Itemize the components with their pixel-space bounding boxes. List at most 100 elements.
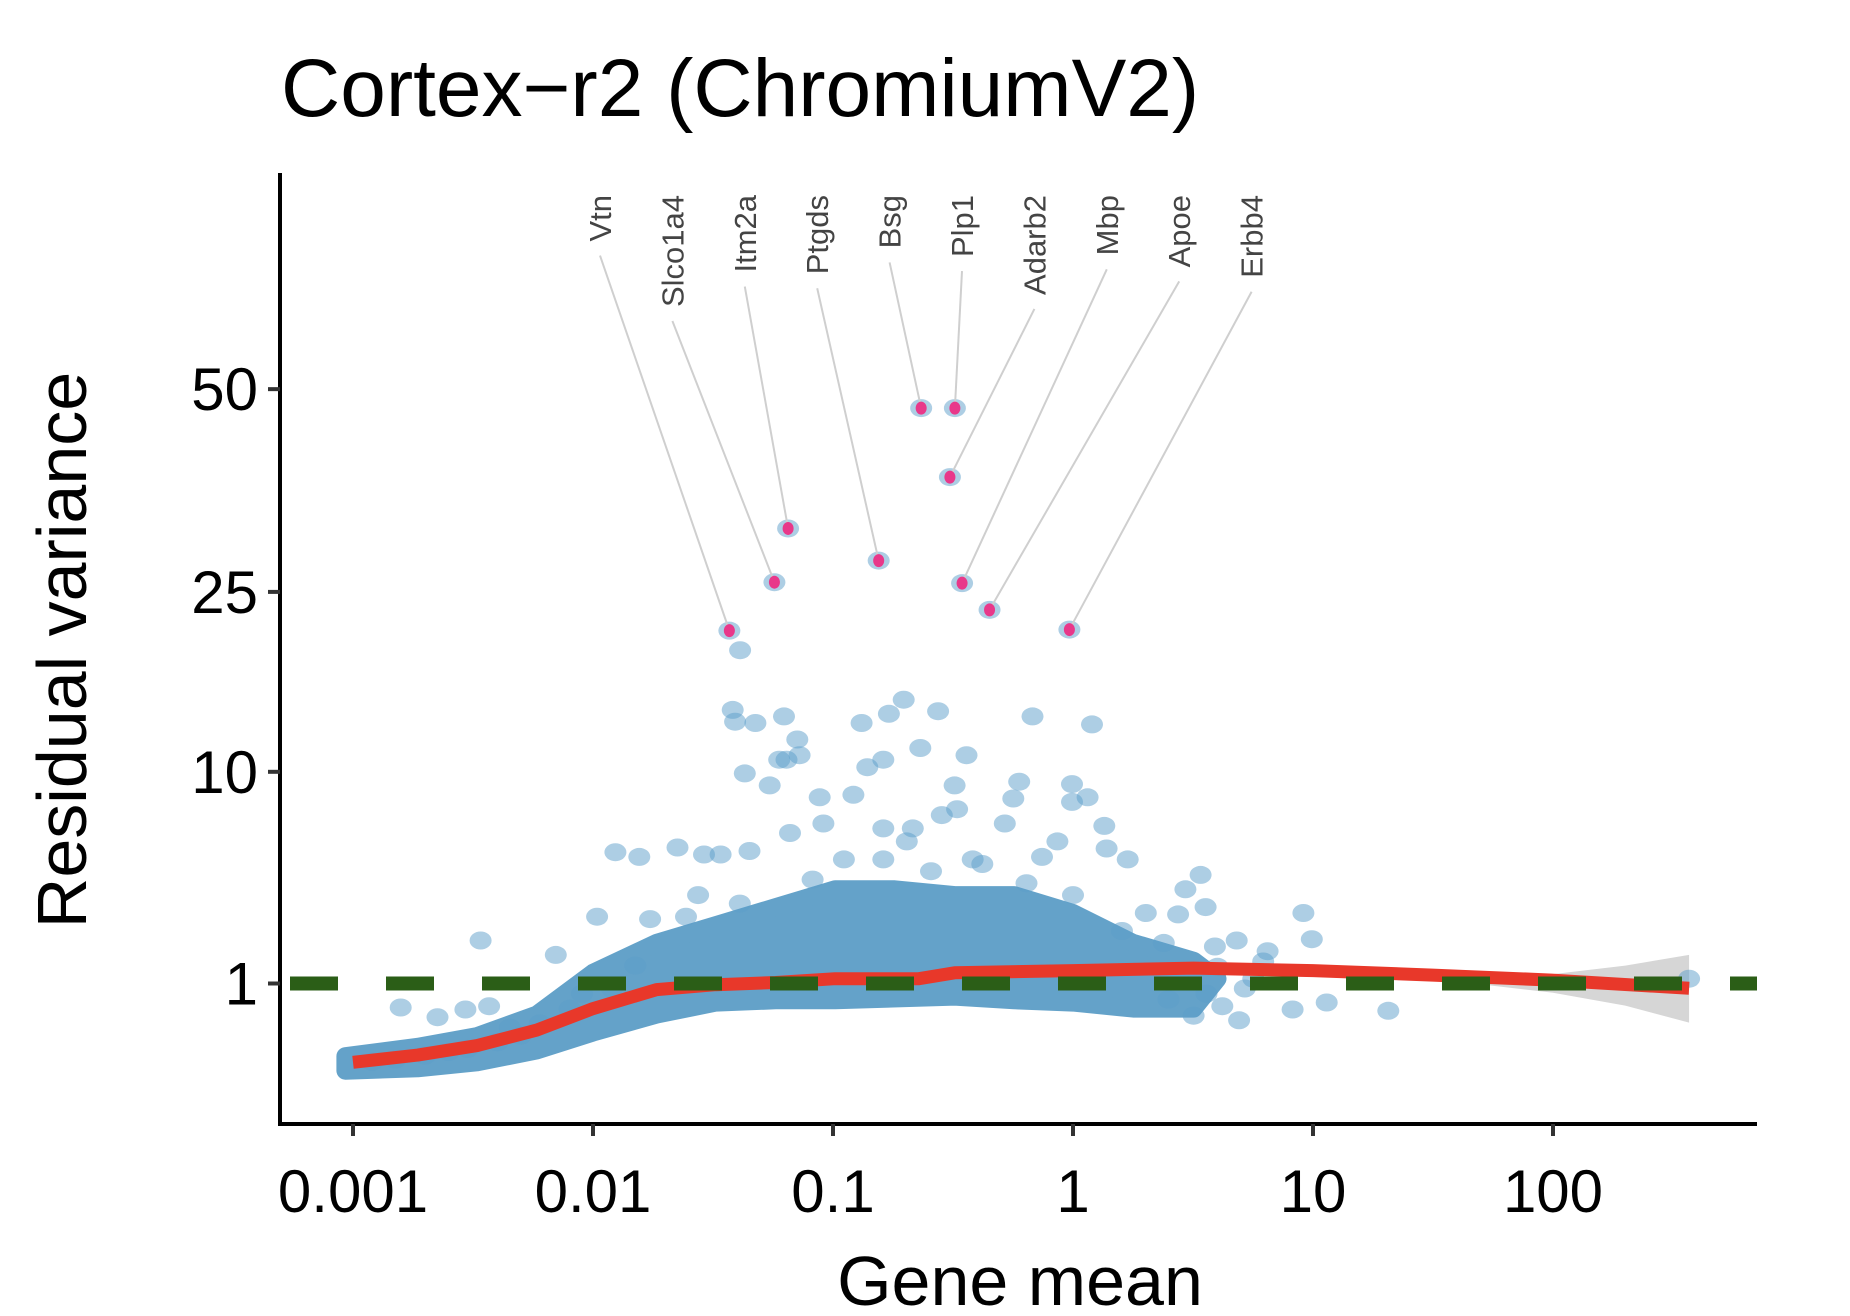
data-point [733,764,756,783]
label-segment-apoe [988,280,1181,611]
x-tick-label: 1 [1056,1158,1089,1225]
data-point [1093,816,1116,835]
data-point [1189,865,1212,884]
highlighted-point-mbp [956,576,968,590]
data-point [469,931,492,950]
trend-line [352,961,1690,1069]
chart-title: Cortex−r2 (ChromiumV2) [281,43,1199,134]
gene-label-erbb4: Erbb4 [1235,195,1270,278]
data-point [856,758,879,777]
data-point [872,750,895,769]
data-point [1194,898,1217,917]
data-point [1182,1006,1205,1025]
data-point [909,739,932,757]
axes-layer: 0.001 0.01 0.1 1 10 100 1 10 25 50 [191,173,1757,1225]
data-point [1315,993,1338,1012]
data-point [920,862,942,881]
data-point [812,814,835,833]
label-segments-layer [599,255,1253,631]
data-point [1031,847,1053,866]
data-point [729,641,752,660]
data-point [738,842,761,860]
data-point [943,776,966,795]
data-point [1174,880,1197,899]
data-point [1152,933,1175,952]
data-point [1134,904,1157,922]
data-point [728,894,751,913]
data-point [801,870,824,889]
data-point [1300,930,1323,949]
data-point [872,850,895,869]
data-point [1167,905,1190,924]
data-point [892,690,915,709]
label-segment-itm2a [743,286,790,529]
highlighted-point-itm2a [782,521,794,535]
highlighted-point-erbb4 [1063,623,1075,637]
data-point [1203,937,1226,956]
data-point [832,850,855,869]
data-point [693,845,715,864]
data-point [850,714,873,732]
data-point [758,776,781,795]
data-point [872,819,895,838]
data-point [1021,707,1044,726]
label-segment-ptgds [816,288,880,561]
x-tick-label: 0.1 [791,1158,874,1225]
gene-label-slco1a4: Slco1a4 [655,195,690,307]
data-point [624,956,647,975]
data-point [955,746,978,765]
data-point [709,845,732,864]
data-point [1116,850,1139,869]
data-point [1008,772,1031,791]
gene-label-mbp: Mbp [1090,195,1125,255]
data-point [744,714,767,732]
data-point [773,707,795,726]
gene-label-ptgds: Ptgds [800,195,835,274]
data-point [639,910,662,929]
data-point [1157,990,1180,1009]
data-point [808,788,831,807]
trend-layer [352,961,1690,1069]
highlighted-point-slco1a4 [768,575,780,589]
data-point [993,814,1016,833]
data-point [1281,1000,1304,1019]
data-point [971,855,994,873]
data-point [1377,1001,1400,1020]
data-point [389,998,412,1017]
data-point [895,832,918,851]
gene-label-itm2a: Itm2a [728,194,763,272]
data-point [1046,832,1069,851]
data-point [786,730,809,749]
gene-label-apoe: Apoe [1162,195,1197,267]
data-point [1002,789,1025,808]
data-point [628,847,651,866]
data-point [1061,792,1083,811]
data-point [586,907,609,926]
gene-labels-layer: Vtn Slco1a4 Itm2a Ptgds Bsg Plp1 Adarb2 Mbp Apoe… [583,194,1270,307]
data-point [877,704,900,723]
highlighted-point-bsg [915,401,927,415]
gene-label-adarb2: Adarb2 [1017,195,1052,295]
data-point [930,806,953,825]
label-segment-plp1 [953,270,963,409]
gene-label-bsg: Bsg [873,195,908,248]
highlighted-point-vtn [723,624,735,638]
highlighted-point-adarb2 [944,470,956,484]
data-point [1062,886,1084,905]
highlighted-point-apoe [984,603,996,617]
data-point [687,886,710,905]
data-point [1292,904,1315,922]
data-point [1095,839,1118,858]
data-point [454,1000,477,1019]
data-point [1225,931,1248,950]
y-tick-label: 25 [191,559,258,626]
label-segment-slco1a4 [671,320,776,583]
data-point [768,750,791,769]
data-point [478,997,501,1016]
label-segment-vtn [599,255,731,631]
x-tick-label: 10 [1280,1158,1347,1225]
data-point [604,843,627,862]
x-tick-label: 0.001 [278,1158,428,1225]
